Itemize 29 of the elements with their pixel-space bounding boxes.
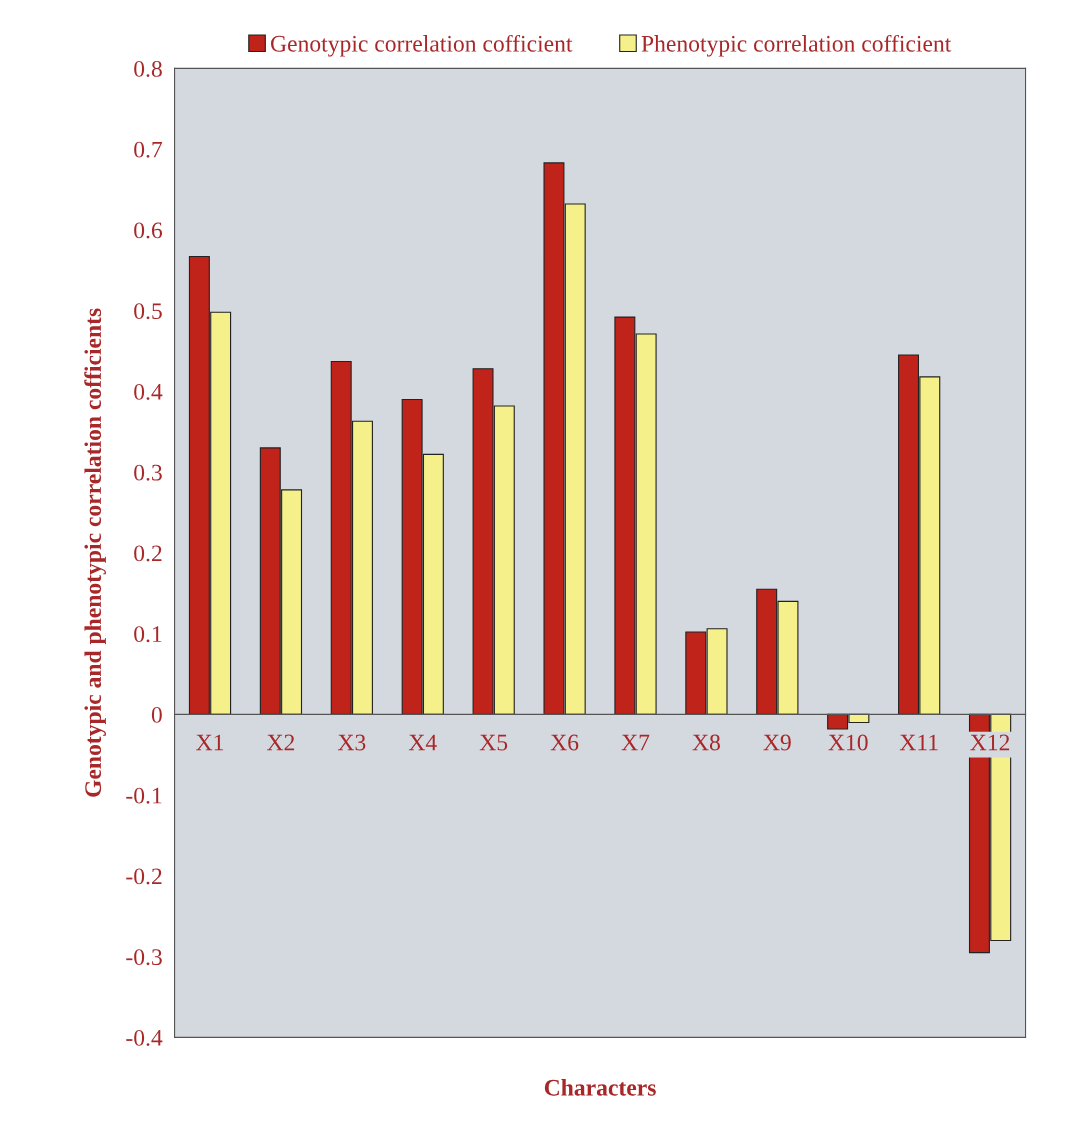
legend-label: Phenotypic correlation cofficient — [641, 34, 952, 57]
y-tick-label: 0.6 — [134, 222, 163, 239]
y-axis-title: Genotypic and phenotypic correlation cofficients — [84, 308, 106, 797]
x-tick-label: X6 — [550, 734, 579, 751]
y-tick-label: -0.4 — [126, 1029, 163, 1046]
y-tick-label: 0 — [151, 706, 162, 723]
x-axis-title: Characters — [544, 1079, 656, 1096]
x-tick-label: X10 — [828, 734, 868, 751]
x-tick-label: X8 — [692, 734, 720, 751]
x-tick-label: X7 — [621, 734, 650, 751]
y-tick-label: 0.4 — [134, 383, 163, 400]
x-tick-label: X4 — [408, 734, 437, 751]
x-tick-label: X9 — [763, 734, 791, 751]
x-tick-label: X12 — [970, 734, 1010, 751]
x-tick-label: X3 — [337, 734, 366, 751]
y-tick-label: 0.5 — [134, 303, 162, 320]
legend-label: Genotypic correlation cofficient — [271, 34, 573, 57]
y-tick-label: -0.2 — [126, 868, 162, 885]
y-tick-label: -0.1 — [126, 787, 162, 804]
y-tick-label: 0.2 — [134, 545, 162, 562]
y-tick-label: 0.1 — [134, 626, 162, 643]
y-tick-label: 0.3 — [134, 464, 162, 481]
y-tick-label: -0.3 — [126, 949, 162, 966]
x-tick-label: X11 — [899, 734, 938, 751]
y-tick-label: 0.8 — [134, 60, 162, 77]
x-tick-label: X1 — [196, 734, 224, 751]
x-tick-label: X2 — [267, 734, 295, 751]
y-tick-label: 0.7 — [134, 141, 163, 158]
x-tick-label: X5 — [479, 734, 508, 751]
